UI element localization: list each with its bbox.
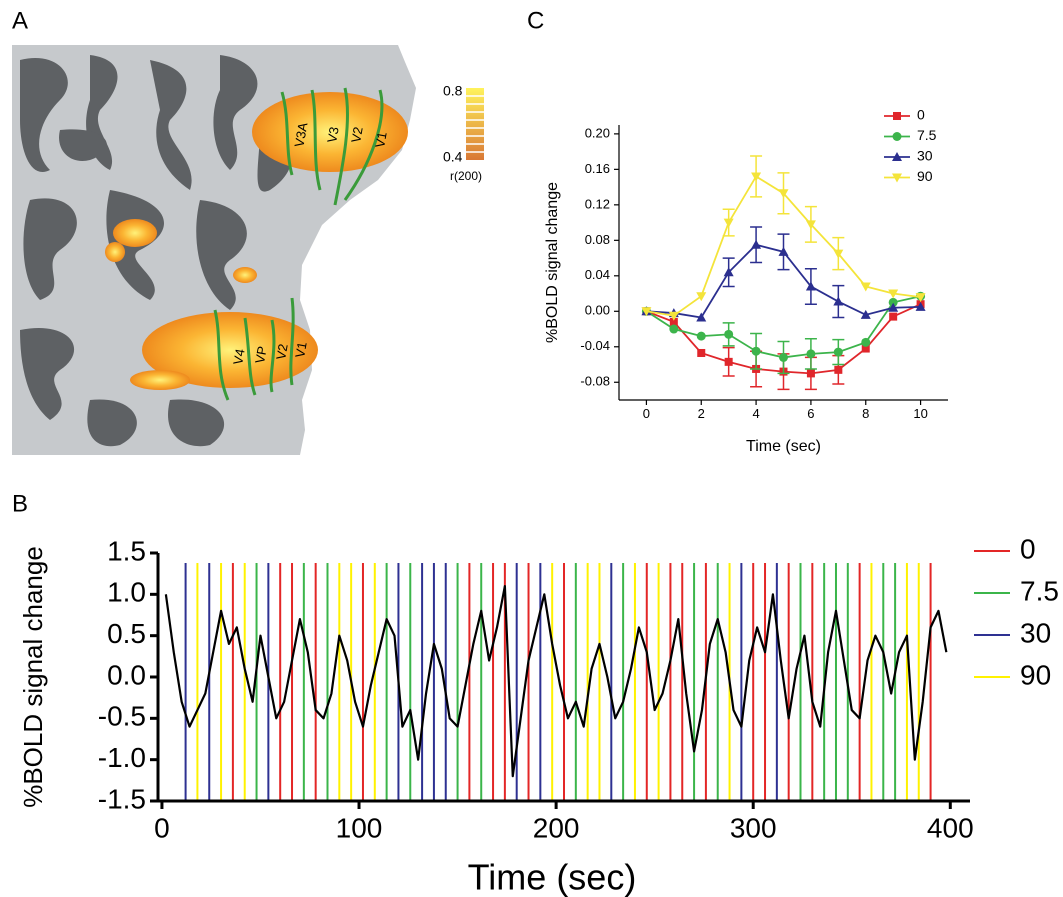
- y-tick-label: 1.5: [107, 535, 146, 566]
- x-tick-label: 6: [807, 406, 814, 421]
- marker: [915, 301, 926, 311]
- area-label: V1: [292, 341, 310, 359]
- x-tick-label: 10: [913, 406, 927, 421]
- x-tick-label: 4: [752, 406, 759, 421]
- brain-map: V3A V3 V2 V1 V4 VP V2 V1 0.8 0.4 r(200): [12, 45, 484, 455]
- marker: [889, 312, 898, 321]
- marker: [833, 347, 843, 357]
- x-tick-label: 0: [643, 406, 650, 421]
- marker: [724, 357, 733, 366]
- x-tick-label: 8: [862, 406, 869, 421]
- legend-marker: [893, 112, 901, 120]
- legend-label: 7.5: [917, 127, 937, 143]
- y-tick-label: -1.5: [98, 783, 146, 814]
- colorbar: 0.8 0.4 r(200): [443, 83, 484, 183]
- marker: [861, 337, 871, 347]
- marker: [779, 352, 788, 362]
- y-tick-label: 0.5: [107, 618, 146, 649]
- panel-label: A: [12, 7, 28, 34]
- marker: [805, 220, 816, 230]
- marker: [778, 246, 789, 256]
- y-tick-label: -0.08: [580, 374, 610, 389]
- legend-label: 90: [1020, 659, 1051, 690]
- x-tick-label: 2: [698, 406, 705, 421]
- area-label: V3A: [291, 121, 310, 148]
- marker: [696, 312, 707, 322]
- legend-marker: [892, 132, 902, 141]
- marker: [751, 239, 762, 249]
- x-tick-label: 200: [533, 812, 580, 843]
- marker: [778, 189, 789, 199]
- marker: [697, 348, 706, 357]
- area-label: VP: [252, 345, 270, 365]
- legend-label: 30: [1020, 617, 1051, 648]
- colorbar-max: 0.8: [443, 83, 463, 99]
- y-tick-label: 0.04: [585, 267, 610, 282]
- y-tick-label: 1.0: [107, 577, 146, 608]
- y-tick-label: 0.12: [585, 196, 610, 211]
- legend-label: 0: [917, 107, 925, 123]
- y-tick-label: -0.04: [580, 338, 610, 353]
- marker: [888, 297, 898, 307]
- marker: [641, 307, 652, 317]
- legend-label: 90: [917, 168, 933, 184]
- marker: [860, 309, 871, 319]
- x-tick-label: 100: [336, 812, 383, 843]
- marker: [806, 349, 816, 359]
- x-tick-label: 400: [927, 812, 974, 843]
- area-label: V2: [348, 126, 366, 144]
- marker: [861, 344, 870, 353]
- marker: [696, 331, 706, 341]
- x-tick-label: 0: [154, 812, 170, 843]
- marker: [751, 172, 762, 182]
- y-tick-label: 0.16: [585, 161, 610, 176]
- marker: [888, 302, 899, 312]
- marker: [833, 296, 844, 306]
- marker: [833, 249, 844, 259]
- y-tick-label: -1.0: [98, 742, 146, 773]
- y-axis-label: %BOLD signal change: [18, 546, 48, 808]
- area-label: V3: [324, 126, 342, 144]
- marker: [888, 289, 899, 299]
- legend-marker: [892, 152, 902, 161]
- marker: [669, 324, 679, 334]
- marker: [724, 329, 734, 339]
- y-tick-label: 0.20: [585, 125, 610, 140]
- colorbar-min: 0.4: [443, 149, 463, 165]
- x-axis-label: Time (sec): [468, 857, 637, 897]
- marker: [860, 282, 871, 292]
- y-tick-label: 0.0: [107, 659, 146, 690]
- bold-trace: [164, 584, 948, 778]
- y-tick-label: 0.00: [585, 303, 610, 318]
- marker: [696, 292, 707, 302]
- legend-label: 7.5: [1020, 575, 1059, 606]
- marker: [723, 267, 734, 277]
- area-label: V4: [230, 348, 248, 366]
- panel-label: C: [527, 7, 544, 34]
- marker: [669, 317, 678, 326]
- x-axis-label: Time (sec): [746, 438, 821, 455]
- marker: [915, 293, 926, 303]
- marker: [805, 281, 816, 291]
- legend-label: 0: [1020, 533, 1036, 564]
- colorbar-label: r(200): [450, 169, 482, 183]
- y-axis-label: %BOLD signal change: [544, 182, 561, 343]
- panel-label: B: [12, 490, 28, 517]
- marker: [668, 311, 679, 321]
- legend-marker: [892, 173, 902, 183]
- marker: [834, 365, 843, 374]
- marker: [723, 218, 734, 228]
- y-tick-label: 0.08: [585, 232, 610, 247]
- legend-label: 30: [917, 148, 933, 164]
- x-tick-label: 300: [730, 812, 777, 843]
- marker: [751, 346, 761, 356]
- area-label: V1: [372, 131, 390, 149]
- y-tick-label: -0.5: [98, 701, 146, 732]
- area-label: V2: [273, 343, 291, 361]
- marker: [806, 369, 815, 378]
